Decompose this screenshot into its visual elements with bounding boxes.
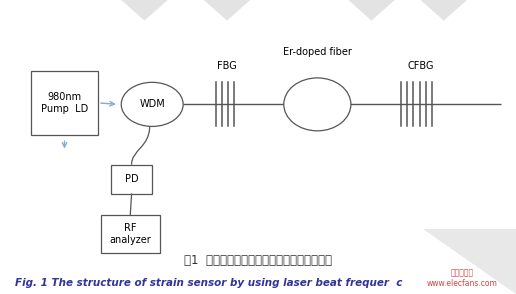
Text: RF
analyzer: RF analyzer [109,223,151,245]
Text: Er-doped fiber: Er-doped fiber [283,47,352,57]
Polygon shape [121,0,168,21]
FancyBboxPatch shape [111,165,152,194]
Text: CFBG: CFBG [407,61,434,71]
Text: Fig. 1 The structure of strain sensor by using laser beat frequer  c: Fig. 1 The structure of strain sensor by… [15,278,403,288]
Text: 图1  利用激光拍频实现应力测量的结构示意图: 图1 利用激光拍频实现应力测量的结构示意图 [184,254,332,267]
Ellipse shape [284,78,351,131]
Text: WDM: WDM [139,99,165,109]
Polygon shape [204,0,250,21]
Text: 980nm
Pump  LD: 980nm Pump LD [41,92,88,114]
Polygon shape [423,229,516,294]
Text: 电子发烧友
www.elecfans.com: 电子发烧友 www.elecfans.com [426,268,497,288]
FancyBboxPatch shape [101,215,160,253]
Ellipse shape [121,82,183,126]
Text: PD: PD [125,174,138,184]
Polygon shape [421,0,467,21]
Polygon shape [348,0,395,21]
FancyBboxPatch shape [31,71,98,135]
Text: FBG: FBG [217,61,237,71]
